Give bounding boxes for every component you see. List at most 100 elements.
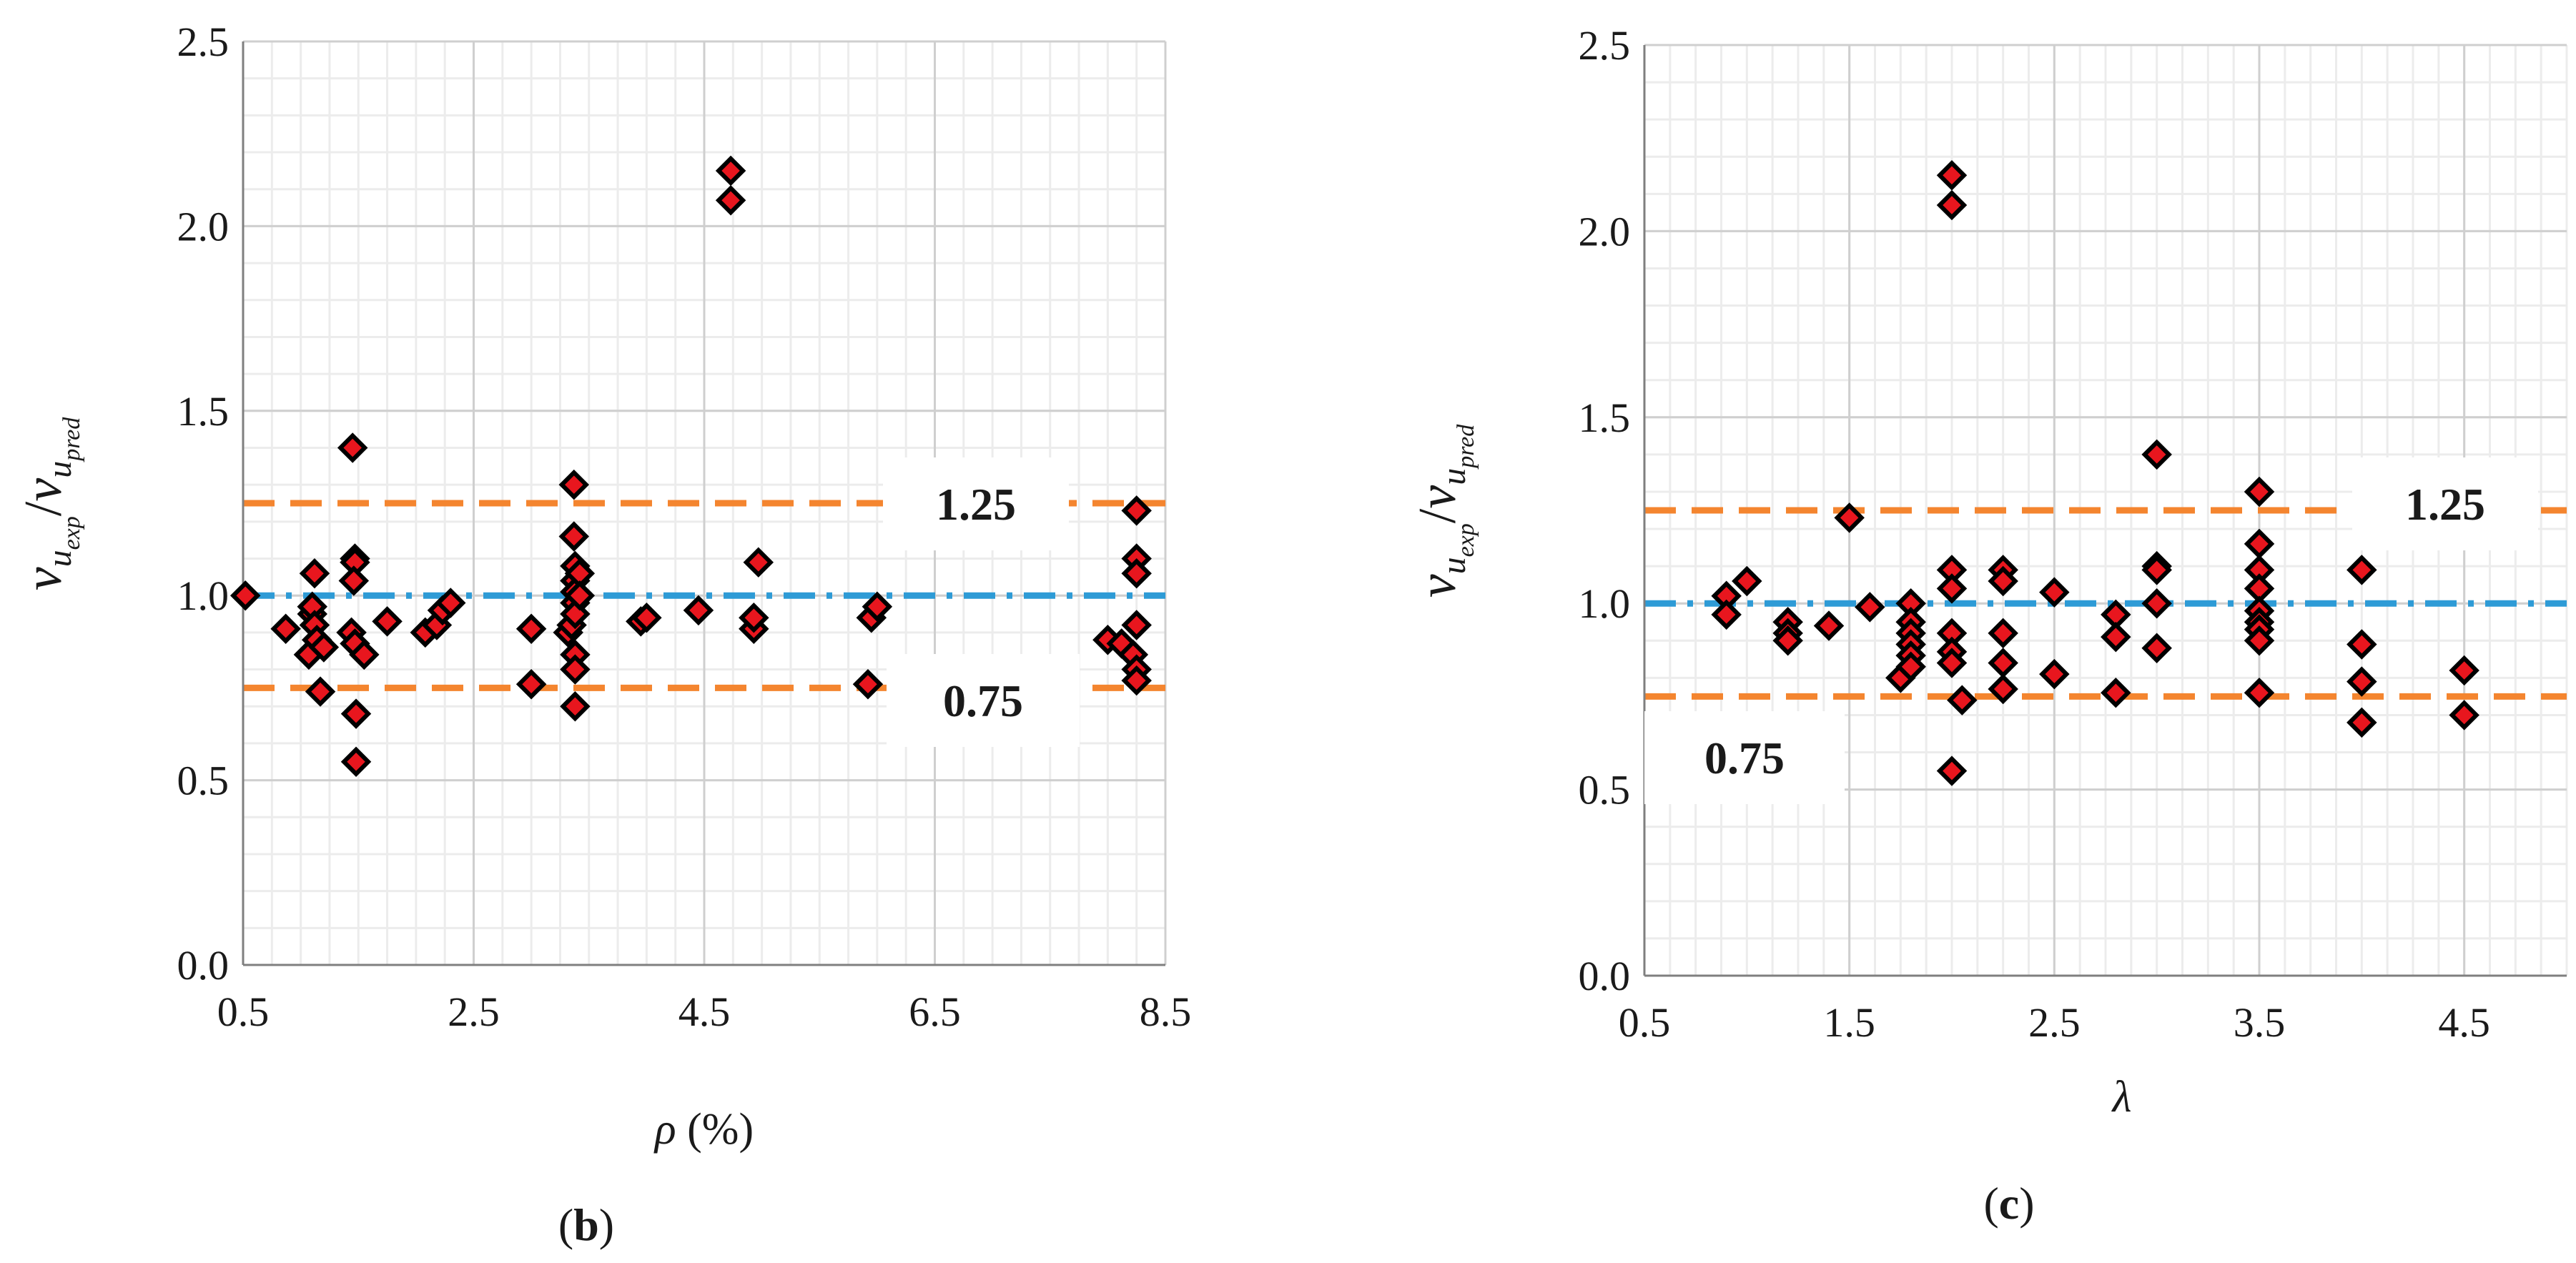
data-point bbox=[1936, 648, 1968, 678]
chart-panel-c: 1.25 0.75 0.0 0.5 1.0 1.5 2.0 2.5 0.5 1.… bbox=[1408, 22, 2568, 1229]
annotation-box-1.25 bbox=[2352, 457, 2538, 550]
y-label-u1: u bbox=[1435, 557, 1473, 574]
y-tick-label: 2.0 bbox=[1579, 208, 1631, 254]
y-label-v1: v bbox=[1408, 574, 1467, 598]
y-label-u2: u bbox=[1435, 468, 1473, 485]
paren-open: ( bbox=[558, 1199, 573, 1250]
data-point bbox=[305, 676, 336, 707]
data-point bbox=[1121, 558, 1152, 589]
y-tick-label: 1.5 bbox=[177, 388, 230, 435]
y-label-exp: exp bbox=[59, 516, 85, 550]
data-point bbox=[1121, 610, 1152, 640]
y-label-exp: exp bbox=[1453, 523, 1479, 557]
annotation-1.25: 1.25 bbox=[2405, 479, 2485, 530]
data-point bbox=[558, 521, 590, 552]
annotation-0.75: 0.75 bbox=[1704, 733, 1785, 783]
data-point bbox=[1988, 673, 2018, 705]
y-axis-label: vuexp/vupred bbox=[14, 417, 85, 591]
data-point bbox=[852, 668, 884, 700]
annotation-box-0.75 bbox=[1644, 711, 1845, 804]
data-point bbox=[2141, 439, 2172, 470]
x-tick-label: 0.5 bbox=[1619, 999, 1671, 1046]
data-point bbox=[2449, 655, 2479, 686]
data-point bbox=[2101, 677, 2131, 708]
y-tick-label: 2.5 bbox=[1579, 22, 1631, 69]
data-point bbox=[739, 602, 769, 633]
data-point bbox=[1813, 610, 1845, 641]
y-label-v2: v bbox=[14, 478, 73, 502]
y-label-u1: u bbox=[41, 550, 79, 567]
y-tick-label: 2.5 bbox=[177, 19, 230, 65]
x-axis-symbol: ρ bbox=[653, 1105, 676, 1154]
data-point bbox=[1936, 756, 1968, 786]
panel-letter: b bbox=[573, 1199, 599, 1250]
data-point bbox=[308, 632, 340, 663]
data-point bbox=[2039, 577, 2070, 608]
x-tick-label: 4.5 bbox=[2438, 999, 2490, 1046]
y-label-v1: v bbox=[14, 567, 73, 590]
data-points bbox=[1711, 160, 2479, 786]
data-point bbox=[2346, 666, 2377, 697]
y-tick-label: 1.5 bbox=[1579, 395, 1631, 441]
y-label-pred: pred bbox=[1453, 424, 1479, 470]
data-point bbox=[299, 558, 330, 589]
x-axis-label: ρ (%) bbox=[653, 1105, 754, 1154]
annotation-box-1.25 bbox=[883, 457, 1069, 550]
data-point bbox=[862, 591, 893, 622]
y-label-pred: pred bbox=[59, 417, 85, 462]
axes bbox=[1643, 45, 2567, 977]
data-point bbox=[340, 746, 372, 778]
data-point bbox=[1988, 648, 2018, 678]
y-tick-label: 0.0 bbox=[177, 942, 230, 989]
x-tick-label: 3.5 bbox=[2234, 999, 2286, 1046]
data-point bbox=[1895, 651, 1926, 682]
data-point bbox=[338, 565, 370, 596]
data-point bbox=[2039, 658, 2070, 690]
data-point bbox=[1988, 618, 2018, 649]
y-tick-label: 0.5 bbox=[177, 758, 230, 804]
data-point bbox=[2346, 555, 2377, 585]
data-point bbox=[683, 595, 714, 626]
data-point bbox=[2141, 633, 2172, 663]
paren-close: ) bbox=[599, 1199, 614, 1250]
data-point bbox=[435, 588, 466, 618]
y-tick-label: 1.0 bbox=[177, 573, 230, 619]
paren-open: ( bbox=[1983, 1178, 1998, 1229]
data-point bbox=[1711, 599, 1742, 630]
x-tick-label: 6.5 bbox=[909, 989, 961, 1035]
data-point bbox=[1834, 502, 1865, 533]
axes bbox=[242, 41, 1165, 966]
x-axis-label: λ bbox=[2111, 1073, 2132, 1121]
data-point bbox=[715, 155, 746, 187]
data-point bbox=[2346, 707, 2377, 738]
data-point bbox=[2449, 700, 2479, 730]
data-point bbox=[2101, 621, 2131, 653]
data-point bbox=[230, 580, 261, 611]
y-label-slash: / bbox=[1408, 508, 1467, 523]
data-point bbox=[2244, 677, 2275, 708]
data-point bbox=[349, 639, 380, 670]
data-point bbox=[1772, 625, 1803, 656]
data-point bbox=[2244, 625, 2275, 656]
y-axis-label: vuexp/vupred bbox=[1408, 424, 1479, 598]
data-point bbox=[1936, 160, 1968, 191]
data-point bbox=[372, 606, 403, 637]
y-label-slash: / bbox=[14, 501, 73, 516]
x-tick-label: 0.5 bbox=[217, 989, 270, 1035]
x-tick-label: 4.5 bbox=[678, 989, 731, 1035]
data-point bbox=[1988, 565, 2018, 597]
data-point bbox=[564, 580, 596, 611]
data-point bbox=[1121, 495, 1152, 526]
data-point bbox=[270, 613, 301, 644]
data-point bbox=[558, 469, 590, 500]
data-point bbox=[1936, 573, 1968, 604]
data-point bbox=[743, 547, 774, 578]
data-point bbox=[1855, 592, 1885, 623]
x-tick-label: 1.5 bbox=[1823, 999, 1875, 1046]
annotation-0.75: 0.75 bbox=[943, 675, 1023, 726]
data-point bbox=[1121, 665, 1152, 696]
data-point bbox=[340, 698, 372, 729]
annotation-box-0.75 bbox=[887, 654, 1080, 747]
y-label-v2: v bbox=[1408, 485, 1467, 509]
chart-panel-b: 1.25 0.75 0.0 0.5 1.0 1.5 2.0 2.5 0.5 2.… bbox=[14, 19, 1191, 1250]
